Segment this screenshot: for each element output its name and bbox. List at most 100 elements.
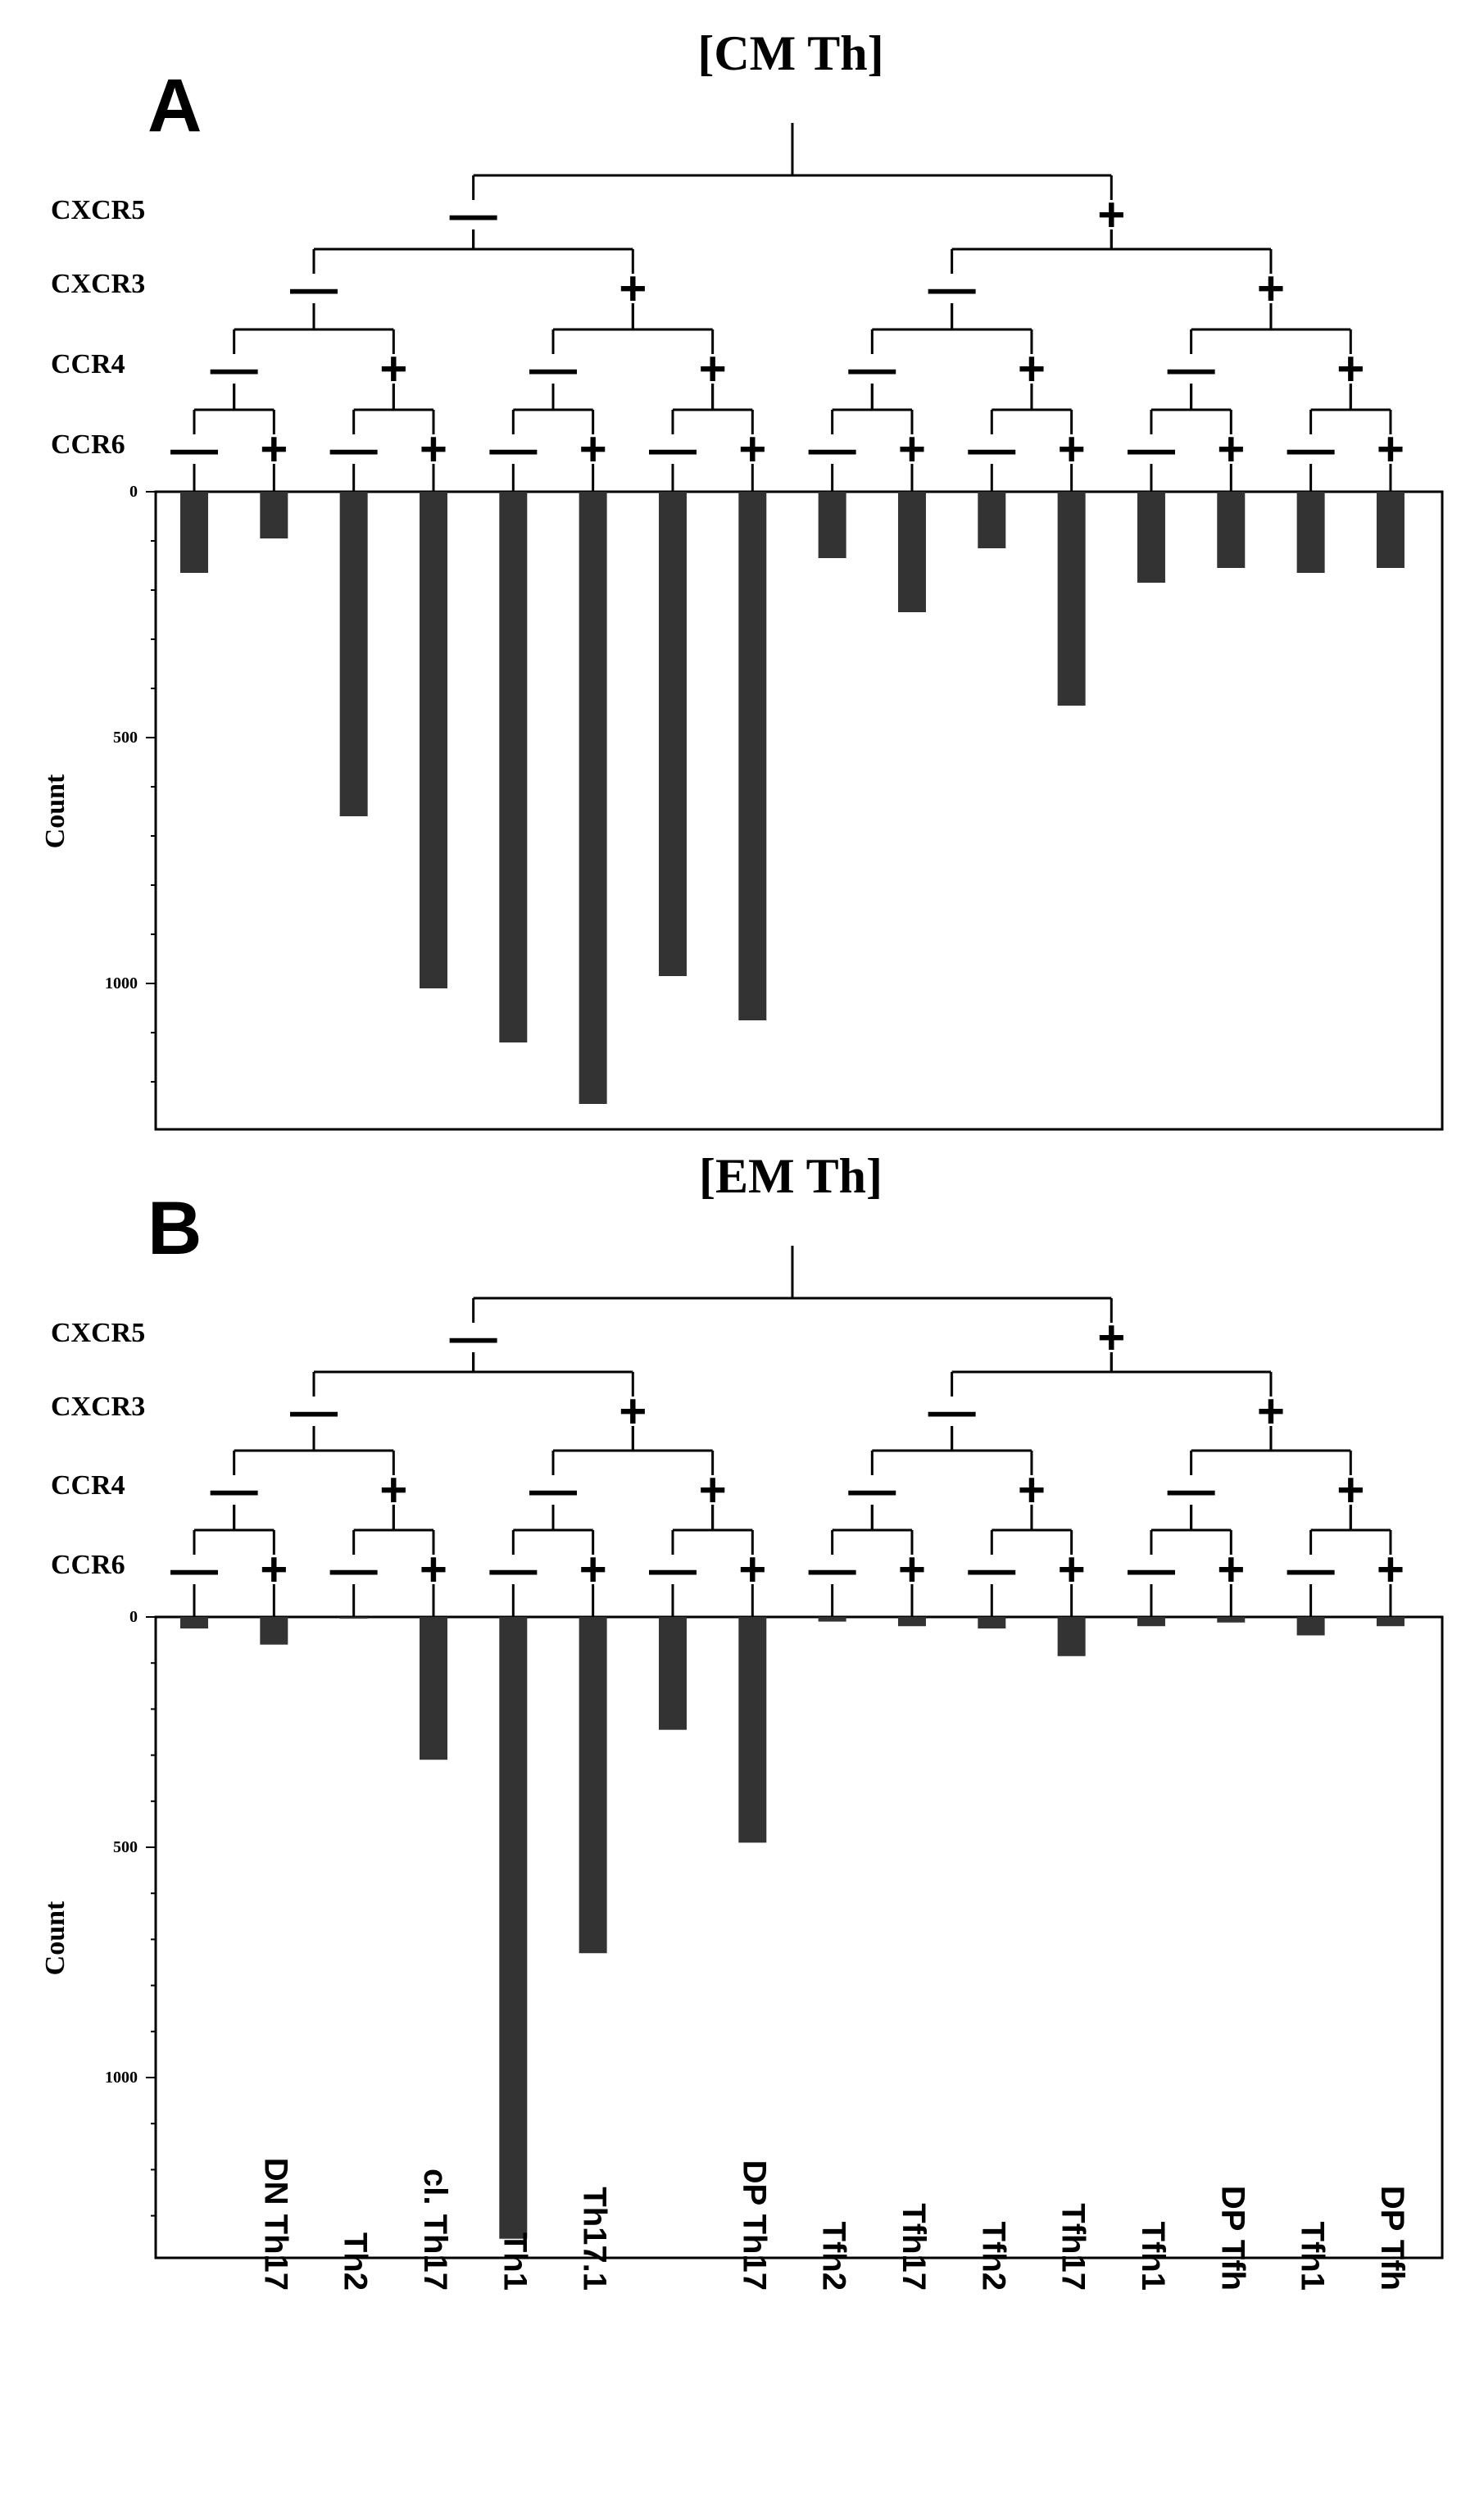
bar	[658, 492, 687, 976]
category-label: Th17.1	[577, 2187, 613, 2291]
plus-sign: +	[619, 262, 647, 316]
minus-sign: —	[848, 343, 896, 396]
plus-sign: +	[1377, 1543, 1405, 1596]
bar	[897, 1617, 926, 1627]
bar	[579, 1617, 607, 1954]
bar	[1137, 492, 1165, 583]
minus-sign: —	[211, 343, 258, 396]
marker-label: CXCR5	[51, 1318, 145, 1348]
category-label: DP Th17	[736, 2160, 772, 2291]
chart-title: [CM Th]	[697, 26, 883, 80]
plus-sign: +	[1058, 1543, 1086, 1596]
bar	[1296, 492, 1325, 573]
marker-label: CXCR5	[51, 195, 145, 225]
bar	[1376, 492, 1405, 568]
bar	[658, 1617, 687, 1730]
minus-sign: —	[489, 423, 537, 476]
marker-label: CCR6	[51, 1550, 125, 1580]
plus-sign: +	[420, 1543, 447, 1596]
plot-frame	[154, 490, 1444, 1131]
plus-sign: +	[699, 1464, 727, 1517]
plus-sign: +	[379, 343, 407, 396]
plus-sign: +	[619, 1385, 647, 1438]
plus-sign: +	[1217, 1543, 1245, 1596]
category-label: cl. Th17	[417, 2169, 453, 2291]
bar	[419, 1617, 447, 1760]
bar	[978, 492, 1006, 548]
bar	[579, 492, 607, 1104]
bar	[738, 492, 767, 1020]
bar	[818, 492, 846, 558]
marker-label: CXCR3	[51, 269, 145, 299]
minus-sign: —	[809, 423, 856, 476]
plus-sign: +	[1097, 1311, 1125, 1365]
marker-label: CXCR3	[51, 1392, 145, 1422]
bar	[499, 492, 528, 1042]
category-label: Th1	[497, 2232, 533, 2291]
minus-sign: —	[1168, 1464, 1215, 1517]
bar	[897, 492, 926, 612]
minus-sign: —	[489, 1543, 537, 1596]
minus-sign: —	[968, 1543, 1015, 1596]
category-label: Tfh1	[1135, 2222, 1171, 2291]
minus-sign: —	[450, 188, 497, 242]
plus-sign: +	[260, 1543, 288, 1596]
bar	[260, 1617, 288, 1645]
bar	[1376, 1617, 1405, 1627]
minus-sign: —	[170, 1543, 218, 1596]
plus-sign: +	[1097, 188, 1125, 242]
minus-sign: —	[1287, 1543, 1335, 1596]
y-tick-label: 0	[129, 1608, 138, 1626]
bar	[339, 1617, 368, 1619]
bar	[818, 1617, 846, 1622]
panel-letter: B	[147, 1187, 202, 1270]
minus-sign: —	[1168, 343, 1215, 396]
minus-sign: —	[848, 1464, 896, 1517]
plot-frame	[154, 1615, 1444, 2259]
minus-sign: —	[330, 1543, 378, 1596]
bar	[1217, 492, 1246, 568]
plus-sign: +	[1018, 343, 1046, 396]
minus-sign: —	[170, 423, 218, 476]
minus-sign: —	[928, 1385, 976, 1438]
bar	[419, 492, 447, 988]
bar	[1057, 1617, 1086, 1656]
plus-sign: +	[1257, 1385, 1285, 1438]
plus-sign: +	[699, 343, 727, 396]
plus-sign: +	[379, 1464, 407, 1517]
plus-sign: +	[1058, 423, 1086, 476]
plus-sign: +	[1337, 1464, 1364, 1517]
category-labels: DN Th17 Th2 cl. Th17 Th1 Th17.1 DP Th17 Tfh2 Tf…	[257, 2158, 1410, 2291]
plus-sign: +	[1337, 343, 1364, 396]
plus-sign: +	[579, 423, 607, 476]
y-tick-label: 1000	[105, 2069, 138, 2087]
plus-sign: +	[898, 1543, 926, 1596]
minus-sign: —	[1128, 1543, 1175, 1596]
category-label: Tfh1	[1295, 2222, 1331, 2291]
marker-label: CCR4	[51, 1470, 125, 1501]
bar	[499, 1617, 528, 2239]
plus-sign: +	[579, 1543, 607, 1596]
marker-label: CCR4	[51, 349, 125, 379]
plus-sign: +	[1377, 423, 1405, 476]
category-label: Tfh2	[816, 2222, 852, 2291]
minus-sign: —	[529, 343, 577, 396]
y-axis-label: Count	[40, 774, 70, 848]
y-tick-label: 500	[113, 1838, 138, 1856]
minus-sign: —	[968, 423, 1015, 476]
plus-sign: +	[420, 423, 447, 476]
category-label: DP Tfh	[1374, 2186, 1410, 2291]
category-label: Tfh2	[975, 2222, 1011, 2291]
category-label: Tfh17	[896, 2203, 932, 2291]
bar	[978, 1617, 1006, 1629]
minus-sign: —	[290, 262, 338, 316]
y-tick-label: 0	[129, 483, 138, 501]
minus-sign: —	[1128, 423, 1175, 476]
plus-sign: +	[1257, 262, 1285, 316]
bar	[339, 492, 368, 816]
bar	[738, 1617, 767, 1843]
minus-sign: —	[290, 1385, 338, 1438]
